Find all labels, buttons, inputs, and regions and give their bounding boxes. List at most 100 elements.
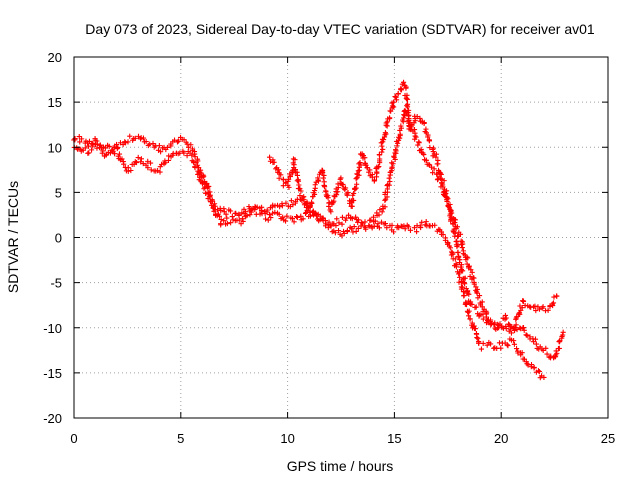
data-point bbox=[355, 225, 361, 232]
data-point bbox=[505, 321, 512, 327]
data-point bbox=[316, 218, 322, 224]
data-point bbox=[448, 216, 454, 223]
data-point bbox=[297, 192, 303, 199]
data-point bbox=[227, 208, 234, 214]
data-point bbox=[476, 292, 483, 299]
data-point bbox=[331, 198, 337, 204]
data-point bbox=[474, 335, 480, 341]
data-point bbox=[431, 166, 437, 172]
data-point bbox=[423, 157, 429, 163]
data-point bbox=[240, 218, 246, 225]
data-point bbox=[535, 368, 542, 374]
data-point bbox=[275, 167, 282, 173]
data-point bbox=[206, 194, 213, 200]
data-point bbox=[344, 228, 350, 235]
data-point bbox=[321, 172, 327, 179]
data-point bbox=[389, 164, 395, 170]
data-point bbox=[442, 235, 449, 241]
data-point bbox=[359, 221, 366, 227]
data-point bbox=[480, 316, 486, 322]
data-point bbox=[455, 249, 461, 256]
data-point bbox=[548, 353, 554, 359]
data-point bbox=[511, 338, 517, 344]
data-point bbox=[474, 290, 480, 296]
data-point bbox=[286, 176, 292, 182]
data-point bbox=[102, 145, 108, 151]
data-point bbox=[270, 202, 276, 208]
data-point bbox=[259, 204, 265, 210]
data-series bbox=[71, 79, 566, 381]
x-tick-label: 15 bbox=[387, 431, 401, 446]
series-1 bbox=[71, 107, 566, 361]
data-point bbox=[462, 281, 468, 287]
data-point bbox=[532, 336, 539, 342]
data-point bbox=[465, 255, 471, 261]
data-point bbox=[355, 168, 361, 174]
data-point bbox=[430, 170, 436, 176]
data-point bbox=[405, 118, 411, 124]
data-point bbox=[485, 319, 491, 325]
data-point bbox=[351, 197, 357, 204]
grid bbox=[74, 57, 608, 418]
data-point bbox=[466, 313, 472, 319]
data-point bbox=[398, 125, 404, 131]
data-point bbox=[513, 322, 519, 328]
data-point bbox=[411, 225, 418, 231]
data-point bbox=[236, 212, 242, 219]
data-point bbox=[376, 225, 383, 231]
data-point bbox=[277, 204, 283, 210]
data-point bbox=[322, 223, 329, 229]
data-point bbox=[325, 195, 331, 201]
data-point bbox=[464, 254, 470, 260]
data-point bbox=[353, 214, 359, 220]
data-point bbox=[390, 161, 396, 167]
data-point bbox=[404, 104, 411, 110]
data-point bbox=[372, 218, 378, 224]
data-point bbox=[339, 233, 345, 239]
data-point bbox=[355, 217, 362, 223]
data-point bbox=[402, 83, 408, 89]
data-point bbox=[446, 204, 452, 210]
data-point bbox=[413, 134, 419, 140]
data-point bbox=[121, 161, 127, 167]
data-point bbox=[332, 230, 338, 236]
data-point bbox=[505, 343, 511, 349]
data-point bbox=[78, 136, 85, 142]
data-point bbox=[138, 156, 144, 162]
data-point bbox=[382, 197, 388, 203]
data-point bbox=[86, 150, 92, 156]
data-point bbox=[484, 342, 490, 348]
data-point bbox=[483, 314, 489, 320]
data-point bbox=[266, 154, 273, 160]
data-point bbox=[455, 242, 461, 248]
data-point bbox=[531, 364, 537, 371]
data-point bbox=[272, 209, 278, 215]
data-point bbox=[452, 233, 458, 239]
data-point bbox=[384, 189, 391, 195]
data-point bbox=[376, 151, 383, 158]
data-point bbox=[233, 210, 239, 216]
data-point bbox=[356, 172, 362, 178]
data-point bbox=[333, 222, 339, 229]
data-point bbox=[147, 160, 154, 166]
data-point bbox=[188, 142, 194, 148]
data-point bbox=[384, 194, 390, 200]
data-point bbox=[77, 139, 83, 145]
data-point bbox=[375, 164, 381, 170]
data-point bbox=[375, 221, 381, 227]
data-point bbox=[438, 229, 445, 235]
data-point bbox=[541, 374, 547, 380]
data-point bbox=[402, 226, 408, 232]
data-point bbox=[304, 207, 310, 214]
data-point bbox=[390, 99, 397, 105]
data-point bbox=[407, 227, 414, 233]
data-point bbox=[445, 202, 452, 208]
data-point bbox=[335, 228, 342, 234]
data-point bbox=[514, 326, 520, 333]
data-point bbox=[294, 214, 300, 221]
data-point bbox=[386, 175, 392, 181]
data-point bbox=[333, 192, 340, 198]
data-point bbox=[498, 345, 504, 351]
data-point bbox=[390, 229, 397, 235]
data-point bbox=[133, 159, 140, 166]
